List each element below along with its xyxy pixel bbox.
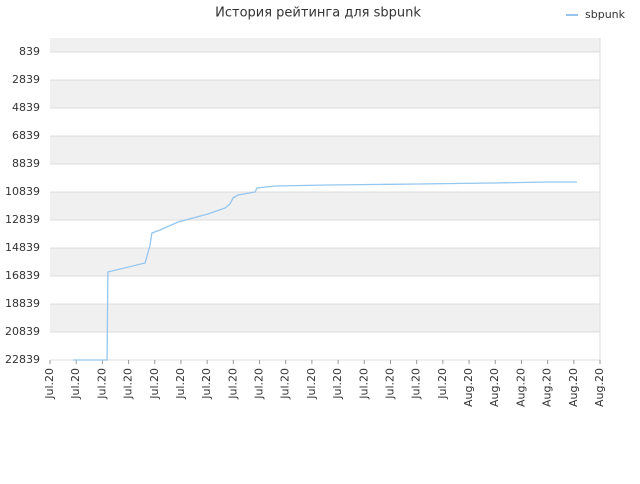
y-tick-label: 2839 [12, 73, 40, 86]
grid-band [50, 108, 600, 136]
x-tick-label: Jul.20 [43, 368, 56, 400]
x-tick-label: Jul.20 [69, 368, 82, 400]
grid-band [50, 220, 600, 248]
grid-band [50, 164, 600, 192]
x-tick-label: Jul.20 [331, 368, 344, 400]
x-tick-label: Jul.20 [305, 368, 318, 400]
grid-band [50, 52, 600, 80]
x-tick-label: Jul.20 [279, 368, 292, 400]
x-tick-label: Jul.20 [357, 368, 370, 400]
x-tick-label: Aug.20 [541, 368, 554, 407]
grid-band [50, 332, 600, 360]
y-tick-label: 14839 [5, 241, 40, 254]
y-tick-label: 839 [19, 45, 40, 58]
x-tick-label: Jul.20 [253, 368, 266, 400]
x-tick-label: Jul.20 [410, 368, 423, 400]
x-tick-label: Aug.20 [567, 368, 580, 407]
y-tick-label: 6839 [12, 129, 40, 142]
x-tick-label: Aug.20 [488, 368, 501, 407]
x-tick-label: Aug.20 [593, 368, 606, 407]
y-tick-label: 18839 [5, 297, 40, 310]
y-tick-label: 8839 [12, 157, 40, 170]
y-tick-label: 12839 [5, 213, 40, 226]
x-tick-label: Jul.20 [148, 368, 161, 400]
x-tick-label: Jul.20 [122, 368, 135, 400]
grid-band [50, 80, 600, 108]
chart-title: История рейтинга для sbpunk [215, 6, 421, 21]
grid-band [50, 38, 600, 52]
x-tick-label: Jul.20 [200, 368, 213, 400]
y-tick-label: 16839 [5, 269, 40, 282]
x-tick-label: Jul.20 [226, 368, 239, 400]
x-tick-label: Aug.20 [514, 368, 527, 407]
x-tick-label: Jul.20 [383, 368, 396, 400]
grid-band [50, 192, 600, 220]
y-tick-label: 4839 [12, 101, 40, 114]
legend-label: sbpunk [585, 8, 626, 21]
y-tick-label: 10839 [5, 185, 40, 198]
y-tick-label: 20839 [5, 325, 40, 338]
x-tick-label: Jul.20 [436, 368, 449, 400]
line [73, 181, 577, 361]
x-tick-label: Jul.20 [174, 368, 187, 400]
grid-band [50, 276, 600, 304]
grid-band [50, 136, 600, 164]
x-tick-label: Jul.20 [95, 368, 108, 400]
grid-band [50, 248, 600, 276]
grid-band [50, 304, 600, 332]
y-tick-label: 22839 [5, 353, 40, 366]
x-tick-label: Aug.20 [462, 368, 475, 407]
